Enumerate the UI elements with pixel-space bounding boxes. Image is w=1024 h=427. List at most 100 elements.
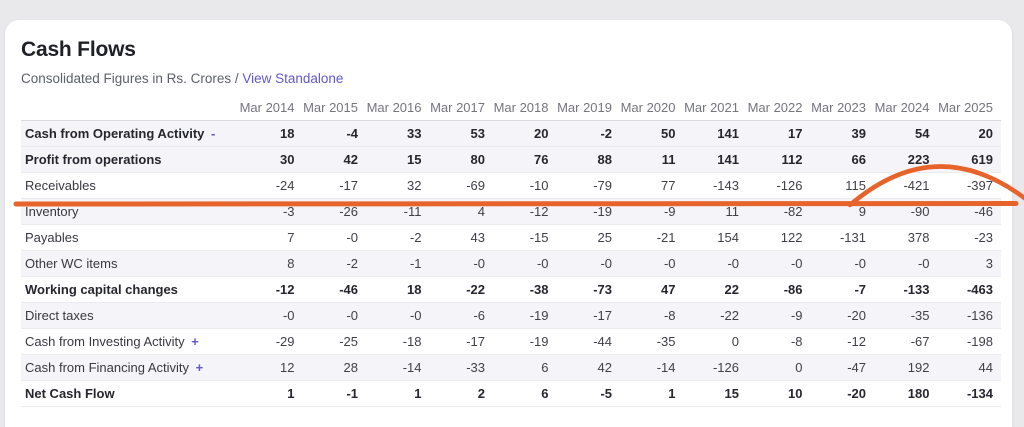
cell-working-capital-changes-mar-2020: 47: [661, 282, 676, 297]
row-label-cash-from-investing-activity[interactable]: Cash from Investing Activity +: [25, 334, 199, 349]
cell-payables-mar-2016: -2: [409, 230, 422, 245]
cell-direct-taxes-mar-2022: -9: [790, 308, 803, 323]
cell-cash-from-financing-activity-mar-2018: 6: [541, 360, 549, 375]
table-row-direct-taxes: Direct taxes -0 -0 -0 -6 -19 -17 -8 -22 -9 -20 -35 -…: [21, 302, 1001, 329]
cell-cash-from-investing-activity-mar-2014: -29: [275, 334, 295, 349]
cell-cash-from-financing-activity-mar-2015: 28: [343, 360, 358, 375]
cell-receivables-mar-2020: 77: [661, 178, 676, 193]
cell-receivables-mar-2023: 115: [845, 178, 866, 193]
cell-net-cash-flow-mar-2024: 180: [907, 386, 930, 401]
expand-toggle-icon[interactable]: +: [192, 360, 204, 375]
view-standalone-link[interactable]: View Standalone: [242, 71, 344, 86]
cell-direct-taxes-mar-2014: -0: [282, 308, 295, 323]
cell-profit-from-operations-mar-2020: 11: [661, 152, 676, 167]
column-header-mar-2019: Mar 2019: [556, 90, 620, 121]
column-header-mar-2015: Mar 2015: [302, 90, 366, 121]
cell-working-capital-changes-mar-2018: -38: [529, 282, 549, 297]
table-header-row: Mar 2014 Mar 2015 Mar 2016 Mar 2017 Mar 2018…: [21, 90, 1001, 121]
column-header-mar-2025: Mar 2025: [937, 90, 1001, 121]
cell-cash-from-operating-activity-mar-2025: 20: [978, 126, 993, 141]
cell-cash-from-financing-activity-mar-2024: 192: [907, 360, 930, 375]
cell-working-capital-changes-mar-2024: -133: [903, 282, 930, 297]
cell-profit-from-operations-mar-2015: 42: [343, 152, 358, 167]
cell-profit-from-operations-mar-2016: 15: [407, 152, 422, 167]
row-label-cash-from-operating-activity[interactable]: Cash from Operating Activity -: [25, 126, 216, 141]
row-label-net-cash-flow: Net Cash Flow: [25, 386, 115, 401]
cell-cash-from-financing-activity-mar-2025: 44: [978, 360, 993, 375]
cell-inventory-mar-2020: -9: [663, 204, 676, 219]
page-title: Cash Flows: [21, 38, 136, 61]
cell-other-wc-items-mar-2022: -0: [790, 256, 803, 271]
cell-inventory-mar-2014: -3: [282, 204, 295, 219]
cell-net-cash-flow-mar-2023: -20: [847, 386, 866, 401]
table-row-cash-from-investing-activity: Cash from Investing Activity + -29 -25 -18 -…: [21, 329, 1001, 355]
cell-direct-taxes-mar-2016: -0: [409, 308, 422, 323]
column-header-mar-2020: Mar 2020: [620, 90, 684, 121]
cell-cash-from-investing-activity-mar-2025: -198: [966, 334, 993, 349]
row-label-direct-taxes: Direct taxes: [25, 308, 94, 323]
column-header-mar-2022: Mar 2022: [747, 90, 811, 121]
cell-cash-from-financing-activity-mar-2023: -47: [847, 360, 866, 375]
cell-inventory-mar-2024: -90: [910, 204, 930, 219]
cell-inventory-mar-2021: 11: [725, 204, 740, 219]
cell-cash-from-operating-activity-mar-2021: 141: [717, 126, 739, 141]
cell-payables-mar-2019: 25: [597, 230, 612, 245]
collapse-toggle-icon[interactable]: -: [207, 126, 216, 141]
row-label-cash-from-financing-activity[interactable]: Cash from Financing Activity +: [25, 360, 204, 375]
cell-working-capital-changes-mar-2022: -86: [783, 282, 803, 297]
cell-cash-from-financing-activity-mar-2022: 0: [795, 360, 803, 375]
cell-profit-from-operations-mar-2019: 88: [597, 152, 612, 167]
cell-cash-from-investing-activity-mar-2021: 0: [731, 334, 739, 349]
cell-net-cash-flow-mar-2018: 6: [541, 386, 549, 401]
cash-flows-table: Mar 2014 Mar 2015 Mar 2016 Mar 2017 Mar 2018…: [21, 90, 1001, 407]
cell-direct-taxes-mar-2021: -22: [720, 308, 739, 323]
cell-other-wc-items-mar-2018: -0: [536, 256, 549, 271]
cell-inventory-mar-2019: -19: [593, 204, 612, 219]
subtitle: Consolidated Figures in Rs. Crores / Vie…: [21, 71, 998, 86]
cell-inventory-mar-2023: 9: [858, 204, 866, 219]
cell-direct-taxes-mar-2015: -0: [346, 308, 358, 323]
cell-receivables-mar-2017: -69: [466, 178, 485, 193]
cell-cash-from-operating-activity-mar-2022: 17: [788, 126, 803, 141]
cell-receivables-mar-2019: -79: [593, 178, 612, 193]
cell-net-cash-flow-mar-2020: 1: [668, 386, 676, 401]
cell-cash-from-investing-activity-mar-2015: -25: [339, 334, 358, 349]
table-header-empty: [21, 90, 239, 121]
column-header-mar-2018: Mar 2018: [493, 90, 557, 121]
cell-inventory-mar-2022: -82: [783, 204, 803, 219]
row-label-other-wc-items: Other WC items: [25, 256, 118, 271]
cell-cash-from-investing-activity-mar-2024: -67: [910, 334, 930, 349]
cell-cash-from-operating-activity-mar-2019: -2: [600, 126, 612, 141]
cell-net-cash-flow-mar-2017: 2: [477, 386, 485, 401]
cell-other-wc-items-mar-2014: 8: [287, 256, 295, 271]
cell-direct-taxes-mar-2023: -20: [847, 308, 866, 323]
cell-receivables-mar-2018: -10: [529, 178, 549, 193]
table-row-profit-from-operations: Profit from operations 30 42 15 80 76 88 11 141 1…: [21, 146, 1001, 173]
cell-inventory-mar-2015: -26: [339, 204, 358, 219]
cell-other-wc-items-mar-2015: -2: [346, 256, 358, 271]
cell-cash-from-investing-activity-mar-2016: -18: [402, 334, 422, 349]
cell-net-cash-flow-mar-2021: 15: [724, 386, 739, 401]
table-row-payables: Payables 7 -0 -2 43 -15 25 -21 154 122 -131 378 -23: [21, 225, 1001, 251]
column-header-mar-2023: Mar 2023: [810, 90, 874, 121]
cell-profit-from-operations-mar-2022: 112: [781, 152, 803, 167]
cell-payables-mar-2021: 154: [717, 230, 739, 245]
table-row-cash-from-operating-activity: Cash from Operating Activity - 18 -4 33 53 20…: [21, 120, 1001, 147]
column-header-mar-2016: Mar 2016: [366, 90, 430, 121]
cell-receivables-mar-2014: -24: [275, 178, 295, 193]
cell-payables-mar-2024: 378: [907, 230, 930, 245]
cell-cash-from-financing-activity-mar-2016: -14: [402, 360, 422, 375]
cell-payables-mar-2022: 122: [780, 230, 803, 245]
cell-cash-from-operating-activity-mar-2020: 50: [661, 126, 676, 141]
column-header-mar-2024: Mar 2024: [874, 90, 938, 121]
cell-net-cash-flow-mar-2022: 10: [788, 386, 803, 401]
cell-cash-from-operating-activity-mar-2017: 53: [470, 126, 485, 141]
expand-toggle-icon[interactable]: +: [187, 334, 199, 349]
cell-cash-from-investing-activity-mar-2020: -35: [656, 334, 676, 349]
cell-cash-from-investing-activity-mar-2018: -19: [529, 334, 549, 349]
cell-cash-from-operating-activity-mar-2014: 18: [280, 126, 295, 141]
table-row-inventory: Inventory -3 -26 -11 4 -12 -19 -9 11 -82 9 -90 -46: [21, 198, 1001, 225]
cell-net-cash-flow-mar-2015: -1: [346, 386, 358, 401]
cell-profit-from-operations-mar-2017: 80: [470, 152, 485, 167]
table-row-other-wc-items: Other WC items 8 -2 -1 -0 -0 -0 -0 -0 -0 -0 -0 3: [21, 250, 1001, 277]
